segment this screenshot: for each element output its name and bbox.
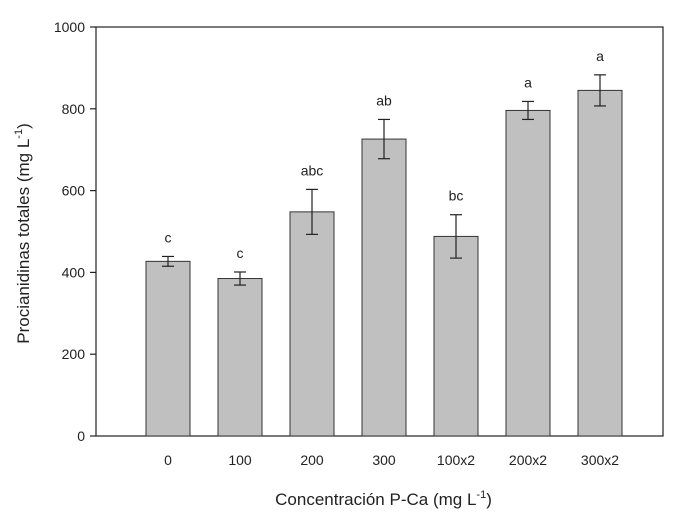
bar xyxy=(289,211,335,437)
significance-label: a xyxy=(524,74,532,90)
y-tick-label: 400 xyxy=(62,264,86,280)
significance-label: a xyxy=(596,48,604,64)
bar xyxy=(577,89,623,437)
y-tick-label: 800 xyxy=(62,101,86,117)
bar xyxy=(145,260,191,437)
labels-layer: c 0 c 100 abc 200 ab 300 bc 100x2 a 200x2 a 300x2 xyxy=(164,48,619,468)
axes-layer: 0 200 400 600 800 1000 xyxy=(54,19,664,444)
y-tick-label: 200 xyxy=(62,346,86,362)
x-tick-label: 200x2 xyxy=(509,452,547,468)
y-tick-label: 600 xyxy=(62,183,86,199)
x-axis-title-text: Concentración P-Ca (mg L xyxy=(275,490,476,509)
bar xyxy=(505,109,551,437)
bar xyxy=(361,138,407,437)
y-axis-title: Procianidinas totales (mg L-1) xyxy=(13,123,33,344)
significance-label: bc xyxy=(449,188,464,204)
error-bars-layer xyxy=(162,74,606,286)
y-tick-label: 1000 xyxy=(54,19,85,35)
x-tick-label: 300x2 xyxy=(581,452,619,468)
x-tick-label: 300 xyxy=(372,452,396,468)
significance-label: c xyxy=(237,245,244,261)
significance-label: abc xyxy=(301,162,324,178)
significance-label: ab xyxy=(376,92,392,108)
y-axis-title-superscript: -1 xyxy=(13,129,25,139)
y-axis-title-close: ) xyxy=(14,123,33,129)
x-axis-title-close: ) xyxy=(486,490,492,509)
y-axis-title-text: Procianidinas totales (mg L xyxy=(14,139,33,344)
x-axis-title-superscript: -1 xyxy=(476,489,486,501)
bar xyxy=(433,235,479,437)
x-tick-label: 100 xyxy=(228,452,252,468)
x-axis-title: Concentración P-Ca (mg L-1) xyxy=(275,489,492,509)
axis-titles-layer: Concentración P-Ca (mg L-1)Procianidinas… xyxy=(13,123,492,509)
y-tick-label: 0 xyxy=(77,428,85,444)
bars-layer xyxy=(145,89,623,437)
x-tick-label: 200 xyxy=(300,452,324,468)
bar xyxy=(217,278,263,437)
significance-label: c xyxy=(165,229,172,245)
x-tick-label: 0 xyxy=(164,452,172,468)
x-tick-label: 100x2 xyxy=(437,452,475,468)
